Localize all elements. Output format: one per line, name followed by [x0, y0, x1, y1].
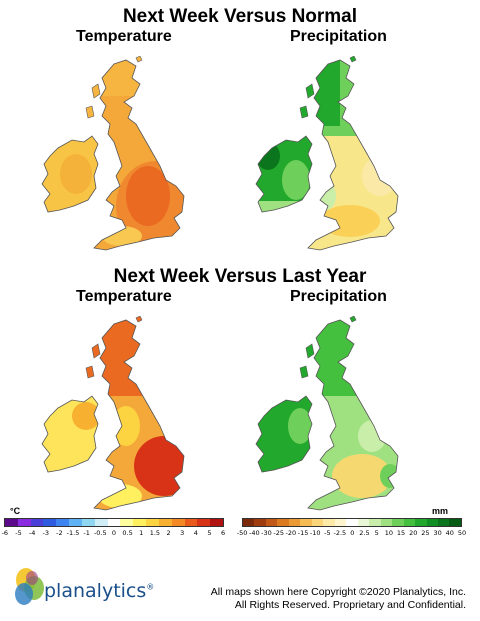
- temperature-swatch: [5, 519, 18, 526]
- precipitation-swatch: [334, 519, 347, 526]
- section1-title: Next Week Versus Normal: [122, 6, 358, 27]
- temperature-tick-label: -3: [42, 529, 49, 537]
- precipitation-tick-label: 2.5: [359, 529, 370, 537]
- temperature-swatch: [94, 519, 108, 526]
- temperature-tick-label: 1.5: [149, 529, 161, 537]
- precipitation-swatch: [277, 519, 289, 526]
- section2-precipitation-label: Precipitation: [290, 288, 387, 305]
- copyright-line2: All Rights Reserved. Proprietary and Con…: [234, 599, 466, 611]
- temperature-tick-label: -4: [28, 529, 36, 537]
- precipitation-swatch: [426, 519, 438, 526]
- temperature-tick-label: -2: [56, 529, 63, 537]
- section2-temperature-label: Temperature: [76, 288, 172, 305]
- temperature-tick-label: 0: [111, 529, 117, 537]
- temperature-swatch: [197, 519, 211, 526]
- precipitation-swatch: [243, 519, 255, 526]
- precipitation-tick-label: 50: [457, 529, 467, 537]
- temperature-tick-label: 5: [207, 529, 212, 537]
- temperature-tick-label: 0.5: [122, 529, 133, 537]
- precipitation-tick-label: -10: [309, 529, 321, 537]
- temperature-tick-label: 2: [166, 529, 171, 537]
- temperature-unit-label: °C: [10, 506, 21, 516]
- precipitation-tick-label: -50: [236, 529, 248, 537]
- temperature-tick-label: -0.5: [93, 529, 107, 537]
- precipitation-swatch: [323, 519, 335, 526]
- precipitation-swatch: [415, 519, 427, 526]
- temperature-tick-label: 6: [221, 529, 226, 537]
- precipitation-tick-label: 0: [350, 529, 355, 537]
- copyright-notice: All maps shown here Copyright ©2020 Plan…: [211, 586, 466, 612]
- temperature-tick-label: 1: [139, 529, 144, 537]
- precipitation-tick-label: -15: [297, 529, 309, 537]
- precipitation-swatch: [300, 519, 312, 526]
- precipitation-swatch: [357, 519, 370, 526]
- precipitation-tick-label: -20: [285, 529, 297, 537]
- temperature-swatch: [69, 519, 82, 526]
- section1-precipitation-label: Precipitation: [290, 28, 387, 45]
- copyright-line1: All maps shown here Copyright ©2020 Plan…: [210, 586, 466, 598]
- temperature-tick-label: -1: [83, 529, 90, 537]
- precipitation-swatch: [403, 519, 416, 526]
- precipitation-swatch: [265, 519, 278, 526]
- precipitation-tick-label: 20: [409, 529, 418, 537]
- planalytics-logo-icon: [15, 568, 44, 605]
- temperature-tick-label: 4: [193, 529, 198, 537]
- precipitation-tick-label: 30: [433, 529, 442, 537]
- precipitation-tick-label: -40: [248, 529, 260, 537]
- temperature-swatch: [120, 519, 134, 526]
- precipitation-tick-label: -25: [273, 529, 284, 537]
- precipitation-color-scale: [242, 518, 462, 527]
- precipitation-tick-label: 15: [396, 529, 406, 537]
- precipitation-tick-label: 10: [384, 529, 393, 537]
- section2-title: Next Week Versus Last Year: [113, 266, 367, 287]
- precipitation-swatch: [369, 519, 381, 526]
- temperature-swatch: [171, 519, 185, 526]
- precipitation-tick-label: -2.5: [333, 529, 347, 537]
- planalytics-logo-text: planalytics®: [44, 580, 155, 602]
- temperature-tick-label: -5: [15, 529, 22, 537]
- map-temperature-vs-last-year: [41, 316, 185, 511]
- map-precipitation-vs-normal: [255, 56, 399, 251]
- precipitation-scale-ticks: -50 -40 -30 -25 -20 -15 -10 -5 -2.5 0 2.5 5 10 15 20 25…: [236, 529, 468, 537]
- temperature-swatch: [30, 519, 44, 526]
- precipitation-swatch: [254, 519, 266, 526]
- temperature-color-scale: [4, 518, 224, 527]
- temperature-swatch: [146, 519, 159, 526]
- temperature-swatch: [210, 519, 224, 526]
- precipitation-tick-label: -30: [261, 529, 272, 537]
- temperature-swatch: [17, 519, 31, 526]
- precipitation-unit-label: mm: [432, 506, 449, 516]
- precipitation-tick-label: 25: [421, 529, 430, 537]
- temperature-tick-label: 3: [180, 529, 185, 537]
- temperature-swatch: [133, 519, 147, 526]
- precipitation-swatch: [346, 519, 358, 526]
- temperature-tick-label: -1.5: [66, 529, 80, 537]
- temperature-swatch: [43, 519, 57, 526]
- section1-temperature-label: Temperature: [76, 28, 172, 45]
- precipitation-swatch: [311, 519, 324, 526]
- precipitation-swatch: [437, 519, 450, 526]
- temperature-swatch: [184, 519, 198, 526]
- precipitation-swatch: [392, 519, 404, 526]
- temperature-scale-ticks: -6 -5 -4 -3 -2 -1.5 -1 -0.5 0 0.5 1 1.5 2 3 4 5 6: [0, 529, 230, 537]
- precipitation-tick-label: -5: [324, 529, 331, 537]
- temperature-swatch: [158, 519, 172, 526]
- precipitation-tick-label: 5: [374, 529, 379, 537]
- precipitation-swatch: [449, 519, 461, 526]
- map-temperature-vs-normal: [41, 56, 185, 251]
- precipitation-tick-label: 40: [445, 529, 454, 537]
- map-precipitation-vs-last-year: [255, 316, 399, 511]
- temperature-swatch: [107, 519, 121, 526]
- precipitation-swatch: [380, 519, 393, 526]
- temperature-swatch: [56, 519, 70, 526]
- precipitation-swatch: [288, 519, 301, 526]
- temperature-tick-label: -6: [1, 529, 9, 537]
- temperature-swatch: [81, 519, 95, 526]
